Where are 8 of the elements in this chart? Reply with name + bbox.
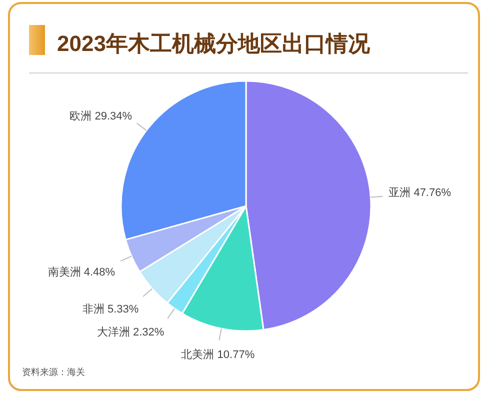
- slice-label: 大洋洲 2.32%: [96, 325, 164, 338]
- slice-label: 亚洲 47.76%: [388, 186, 452, 199]
- slice-label: 非洲 5.33%: [82, 302, 139, 316]
- slice-label: 南美洲 4.48%: [48, 265, 116, 278]
- text: 资料来源：海关: [22, 367, 85, 377]
- chart-title: 2023年木工机械分地区出口情况: [57, 31, 371, 56]
- slice-label: 欧洲 29.34%: [70, 110, 132, 123]
- slice-label: 北美洲 10.77%: [181, 348, 255, 362]
